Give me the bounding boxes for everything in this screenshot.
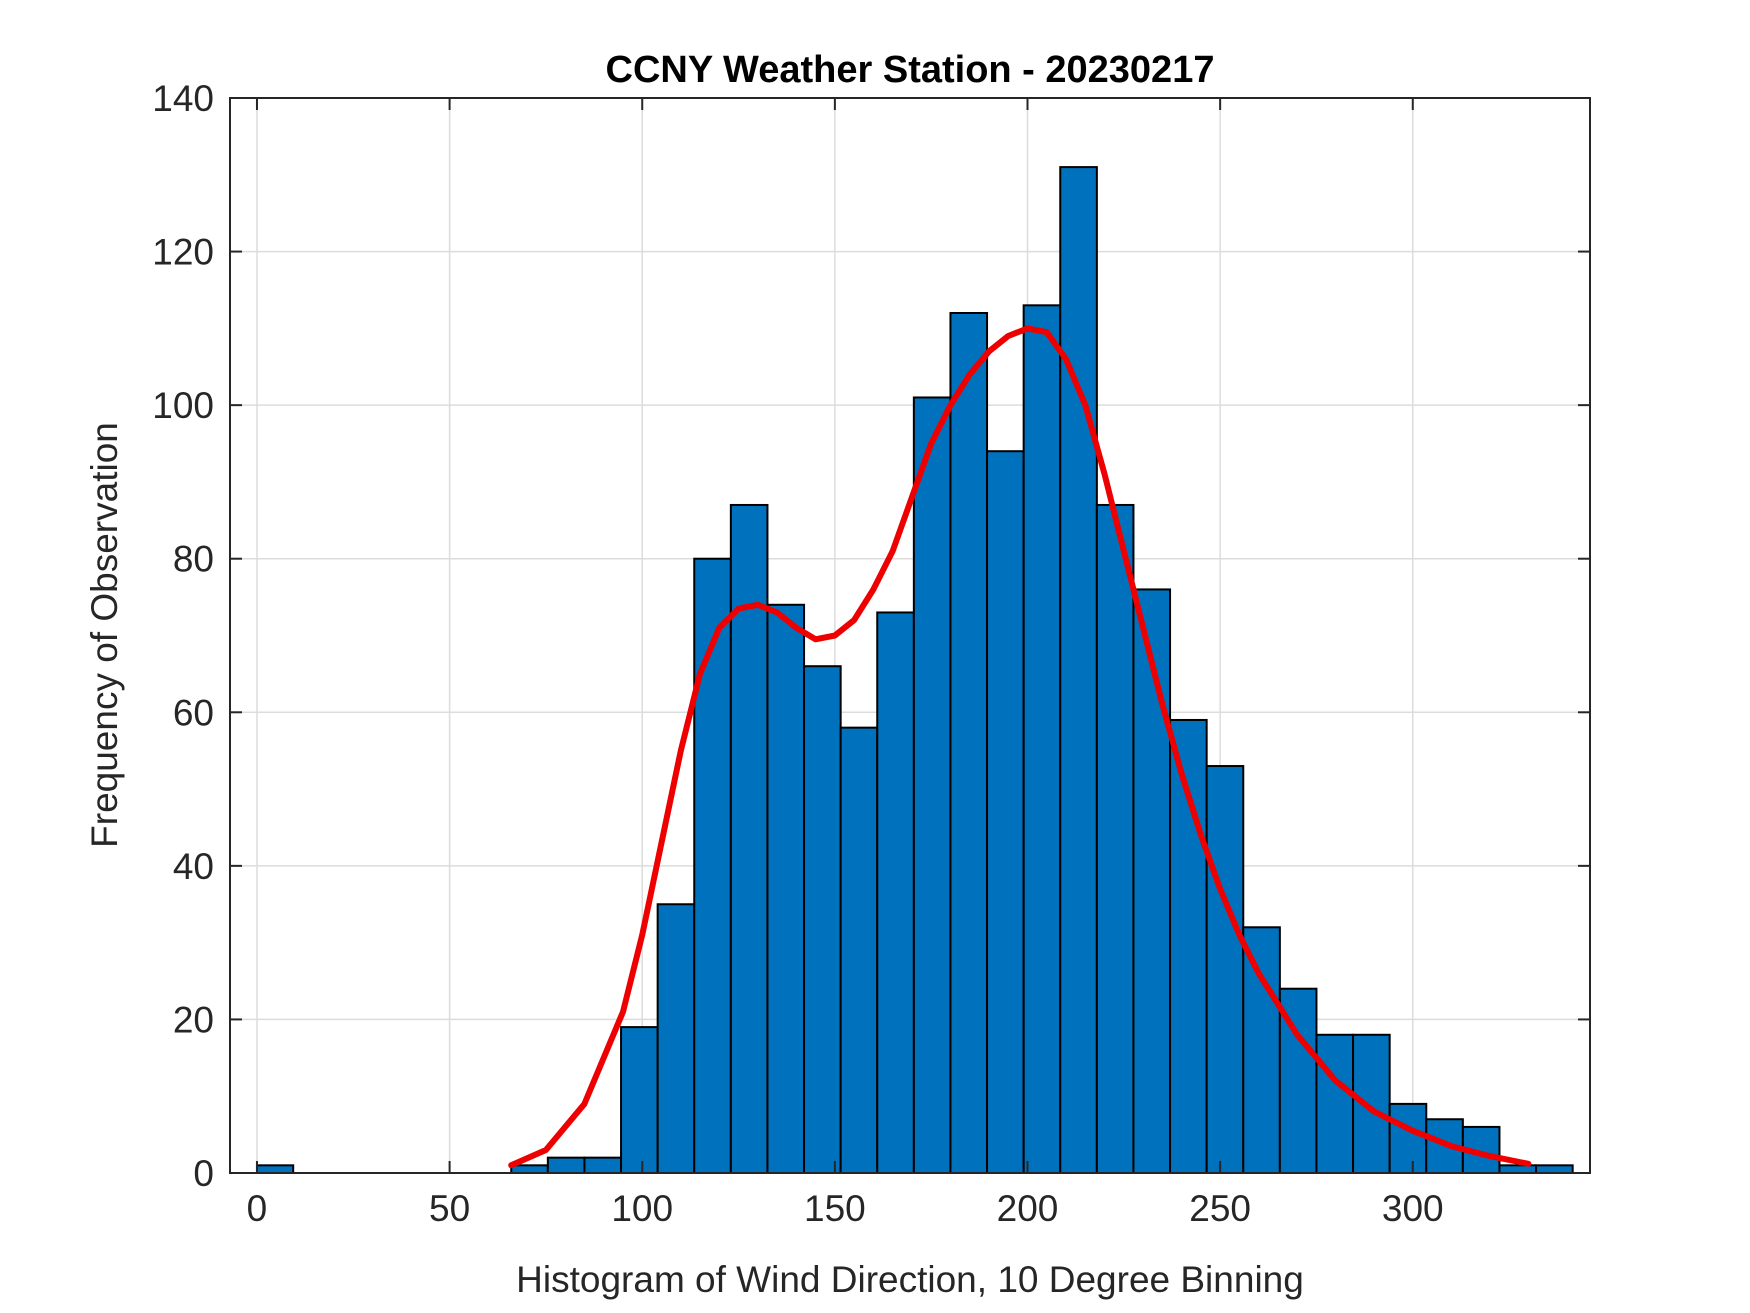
fit-curve-group <box>508 325 1532 1169</box>
y-tick-label: 140 <box>152 78 214 119</box>
histogram-bar <box>1242 926 1281 1174</box>
x-tick-label: 0 <box>247 1188 268 1229</box>
histogram-bar <box>1205 765 1245 1174</box>
x-tick-label: 200 <box>997 1188 1059 1229</box>
y-tick-label: 80 <box>173 539 214 580</box>
histogram-bar <box>949 312 989 1174</box>
y-tick-label: 0 <box>193 1153 214 1194</box>
histogram-bar <box>876 611 915 1174</box>
x-tick-label: 50 <box>429 1188 470 1229</box>
histogram-bar <box>1388 1102 1428 1174</box>
histogram-bar <box>1352 1033 1391 1175</box>
x-tick-label: 100 <box>611 1188 673 1229</box>
histogram-bar <box>693 557 732 1174</box>
histogram-bar <box>1132 588 1172 1174</box>
histogram-bar <box>620 1026 659 1175</box>
y-tick-label: 120 <box>152 232 214 273</box>
histogram-bar <box>656 903 696 1174</box>
axes-box <box>229 97 1591 1174</box>
histogram-bar <box>766 603 806 1174</box>
y-tick-label: 20 <box>173 999 214 1040</box>
histogram-bar <box>510 1164 549 1174</box>
fit-curve <box>508 325 1532 1169</box>
histogram-bar <box>546 1156 586 1174</box>
y-tick-label: 60 <box>173 692 214 733</box>
y-tick-label: 40 <box>173 846 214 887</box>
histogram-bar <box>1535 1164 1574 1174</box>
y-tick-label: 100 <box>152 385 214 426</box>
x-axis-label: Histogram of Wind Direction, 10 Degree B… <box>516 1259 1304 1300</box>
histogram-bar <box>583 1156 623 1174</box>
histogram-bar <box>986 450 1025 1174</box>
histogram-bar <box>839 726 879 1175</box>
histogram-bar <box>1095 503 1135 1174</box>
bars <box>255 166 1574 1175</box>
histogram-bar <box>255 1164 295 1174</box>
histogram-bar <box>1022 304 1062 1175</box>
y-axis-label: Frequency of Observation <box>84 422 125 848</box>
x-tick-label: 250 <box>1189 1188 1251 1229</box>
histogram-bar <box>803 665 842 1174</box>
histogram-bar <box>1059 166 1098 1175</box>
x-tick-label: 150 <box>804 1188 866 1229</box>
chart-title: CCNY Weather Station - 20230217 <box>606 49 1215 91</box>
histogram-bar <box>1315 1033 1355 1175</box>
histogram-bar <box>912 396 952 1174</box>
tick-labels: 0 50 100 150 200 250 300 0 20 40 60 80 100 120 140 <box>152 78 1443 1229</box>
x-tick-label: 300 <box>1382 1188 1444 1229</box>
histogram-bar <box>1498 1164 1538 1174</box>
ticks <box>230 97 1590 1174</box>
